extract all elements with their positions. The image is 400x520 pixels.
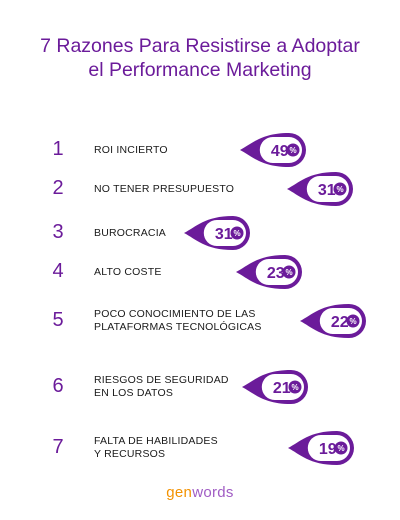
reason-label-line: POCO CONOCIMIENTO DE LAS	[94, 308, 256, 320]
percentage-badge-graphic: 21%	[242, 370, 308, 404]
reason-label-line: ALTO COSTE	[94, 265, 162, 278]
chart-title-line-2: el Performance Marketing	[88, 59, 312, 81]
percentage-badge-graphic: 22%	[300, 304, 366, 338]
reason-label: ROI INCIERTO	[94, 144, 264, 157]
reason-label-line: Y RECURSOS	[94, 448, 166, 460]
percentage-badge-graphic: 19%	[288, 431, 354, 465]
data-label-value: 31	[318, 182, 336, 199]
percent-sign: %	[349, 317, 356, 326]
data-label-value: 23	[267, 265, 285, 282]
data-label-value: 22	[331, 314, 349, 331]
reason-label: NO TENER PRESUPUESTO	[94, 183, 264, 196]
badge-inner-pill	[261, 374, 304, 400]
badge-inner-pill	[319, 308, 362, 334]
brand-logo-part-1: gen	[166, 484, 193, 501]
badge-inner-pill	[203, 220, 246, 246]
reason-label-line: PLATAFORMAS TECNOLÓGICAS	[94, 321, 262, 333]
percentage-badge-graphic: 49%	[240, 133, 306, 167]
percent-sign: %	[233, 229, 240, 238]
badge-inner-pill	[255, 259, 298, 285]
reason-label-line: RIESGOS DE SEGURIDAD	[94, 374, 229, 386]
percentage-badge: 21%	[242, 370, 308, 404]
badge-inner-pill	[306, 176, 349, 202]
chart-title: 7 Razones Para Resistirse a Adoptar el P…	[0, 34, 400, 82]
percentage-badge: 31%	[184, 216, 250, 250]
percent-sign: %	[285, 268, 292, 277]
reason-label: BUROCRACIA	[94, 227, 264, 240]
reason-rank: 3	[52, 221, 64, 243]
reason-rank: 1	[52, 138, 64, 160]
reason-label-line: FALTA DE HABILIDADES	[94, 435, 218, 447]
reason-rank: 5	[52, 309, 64, 331]
reason-rank: 2	[52, 177, 64, 199]
reason-rank: 7	[52, 436, 64, 458]
percent-sign: %	[289, 146, 296, 155]
reason-label: RIESGOS DE SEGURIDAD EN LOS DATOS	[94, 374, 264, 400]
percentage-badge: 22%	[300, 304, 366, 338]
percentage-badge: 19%	[288, 431, 354, 465]
percent-sign: %	[337, 444, 344, 453]
data-label-value: 31	[215, 226, 233, 243]
reason-label-line: EN LOS DATOS	[94, 387, 174, 399]
chart-title-line-1: 7 Razones Para Resistirse a Adoptar	[40, 35, 360, 57]
reason-label-line: NO TENER PRESUPUESTO	[94, 182, 235, 195]
reason-label-line: BUROCRACIA	[94, 226, 167, 239]
percent-sign-circle	[286, 143, 300, 157]
percent-sign-circle	[333, 182, 347, 196]
reason-label: FALTA DE HABILIDADES Y RECURSOS	[94, 435, 264, 461]
percent-sign-circle	[288, 380, 302, 394]
percentage-badge-graphic: 31%	[287, 172, 353, 206]
percent-sign-circle	[346, 314, 360, 328]
percentage-badge-graphic: 31%	[184, 216, 250, 250]
brand-logo: genwords	[0, 484, 400, 501]
percentage-badge: 31%	[287, 172, 353, 206]
percent-sign-circle	[230, 226, 244, 240]
reason-rank: 4	[52, 260, 64, 282]
reason-label: POCO CONOCIMIENTO DE LAS PLATAFORMAS TECN…	[94, 308, 264, 334]
percent-sign-circle	[334, 441, 348, 455]
badge-inner-pill	[259, 137, 302, 163]
percent-sign: %	[291, 383, 298, 392]
brand-logo-part-2: words	[192, 484, 234, 501]
percent-sign-circle	[282, 265, 296, 279]
percentage-badge: 23%	[236, 255, 302, 289]
data-label-value: 49	[271, 143, 289, 160]
percent-sign: %	[336, 185, 343, 194]
badge-inner-pill	[307, 435, 350, 461]
reason-rank: 6	[52, 375, 64, 397]
percentage-badge-graphic: 23%	[236, 255, 302, 289]
data-label-value: 19	[319, 441, 337, 458]
reason-label: ALTO COSTE	[94, 266, 264, 279]
data-label-value: 21	[273, 380, 291, 397]
reason-label-line: ROI INCIERTO	[94, 143, 168, 156]
percentage-badge: 49%	[240, 133, 306, 167]
